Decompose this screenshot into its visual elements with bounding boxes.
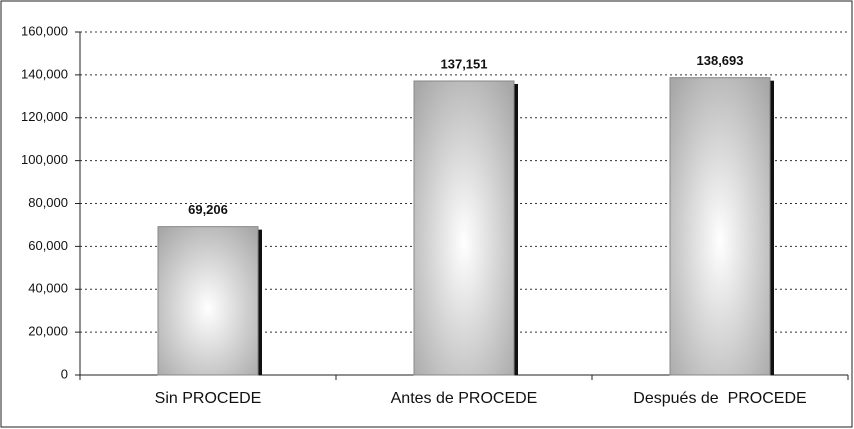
y-tick-label: 40,000 — [28, 281, 68, 296]
value-label: 138,693 — [697, 53, 744, 68]
y-tick-label: 100,000 — [21, 152, 68, 167]
y-tick-label: 60,000 — [28, 238, 68, 253]
y-tick-label: 160,000 — [21, 23, 68, 38]
value-label: 69,206 — [188, 202, 228, 217]
x-tick-label: Después de PROCEDE — [633, 390, 806, 407]
y-tick-label: 20,000 — [28, 324, 68, 339]
x-tick-label: Antes de PROCEDE — [391, 390, 538, 407]
bar — [413, 80, 515, 376]
bar — [157, 226, 259, 376]
y-tick-label: 140,000 — [21, 66, 68, 81]
y-tick-label: 80,000 — [28, 195, 68, 210]
y-tick-label: 0 — [61, 366, 68, 381]
value-label: 137,151 — [441, 56, 488, 71]
bar — [669, 77, 771, 376]
x-tick-label: Sin PROCEDE — [155, 390, 262, 407]
y-tick-label: 120,000 — [21, 109, 68, 124]
